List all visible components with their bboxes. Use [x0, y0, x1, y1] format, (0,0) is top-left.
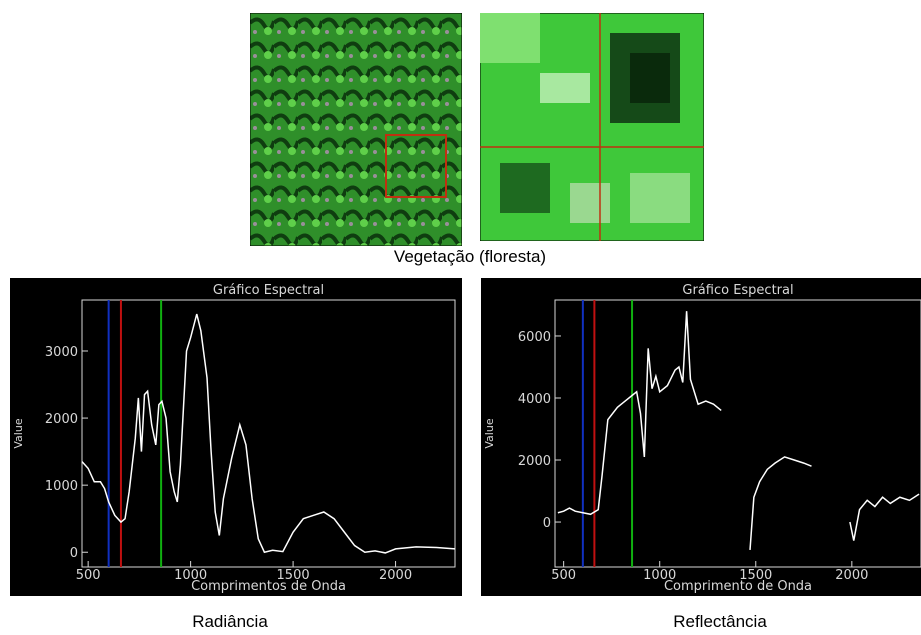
x-tick-label: 1500: [739, 568, 772, 583]
x-tick-label: 2000: [835, 568, 868, 583]
y-tick-label: 0: [70, 546, 78, 561]
y-tick-label: 3000: [45, 345, 78, 360]
spectrum-line: [849, 493, 920, 541]
spectrum-line: [81, 313, 456, 554]
y-tick-label: 6000: [518, 330, 551, 345]
chart-title: Gráfico Espectral: [682, 283, 793, 298]
chart: Gráfico Espectral Comprimentos de Onda Val…: [10, 278, 462, 596]
chart-caption: Reflectância: [673, 612, 767, 631]
y-tick-label: 2000: [518, 454, 551, 469]
x-tick-label: 1000: [643, 568, 676, 583]
y-tick-label: 4000: [518, 392, 551, 407]
y-tick-label: 2000: [45, 412, 78, 427]
y-tick-label: 1000: [45, 479, 78, 494]
x-tick-label: 1000: [174, 568, 207, 583]
x-tick-label: 1500: [277, 568, 310, 583]
x-axis-label: Comprimentos de Onda: [191, 579, 346, 594]
x-tick-label: 500: [76, 568, 101, 583]
y-axis-label: Value: [483, 418, 496, 448]
figure-caption: Vegetação (floresta): [393, 247, 547, 266]
spectrum-line: [557, 311, 722, 516]
spectrum-line: [749, 456, 812, 550]
x-tick-label: 2000: [379, 568, 412, 583]
satellite-image: [250, 13, 462, 246]
y-tick-label: 0: [543, 516, 551, 531]
plot-frame: [554, 299, 921, 568]
y-axis-label: Value: [12, 418, 25, 448]
chart-caption: Radiância: [192, 612, 268, 631]
x-axis-label: Comprimento de Onda: [664, 579, 812, 594]
x-tick-label: 500: [551, 568, 576, 583]
chart-title: Gráfico Espectral: [213, 283, 324, 298]
chart: Gráfico Espectral Comprimento de Onda Valu…: [481, 278, 921, 596]
zoom-image: [480, 13, 704, 241]
plot-frame: [81, 299, 456, 568]
